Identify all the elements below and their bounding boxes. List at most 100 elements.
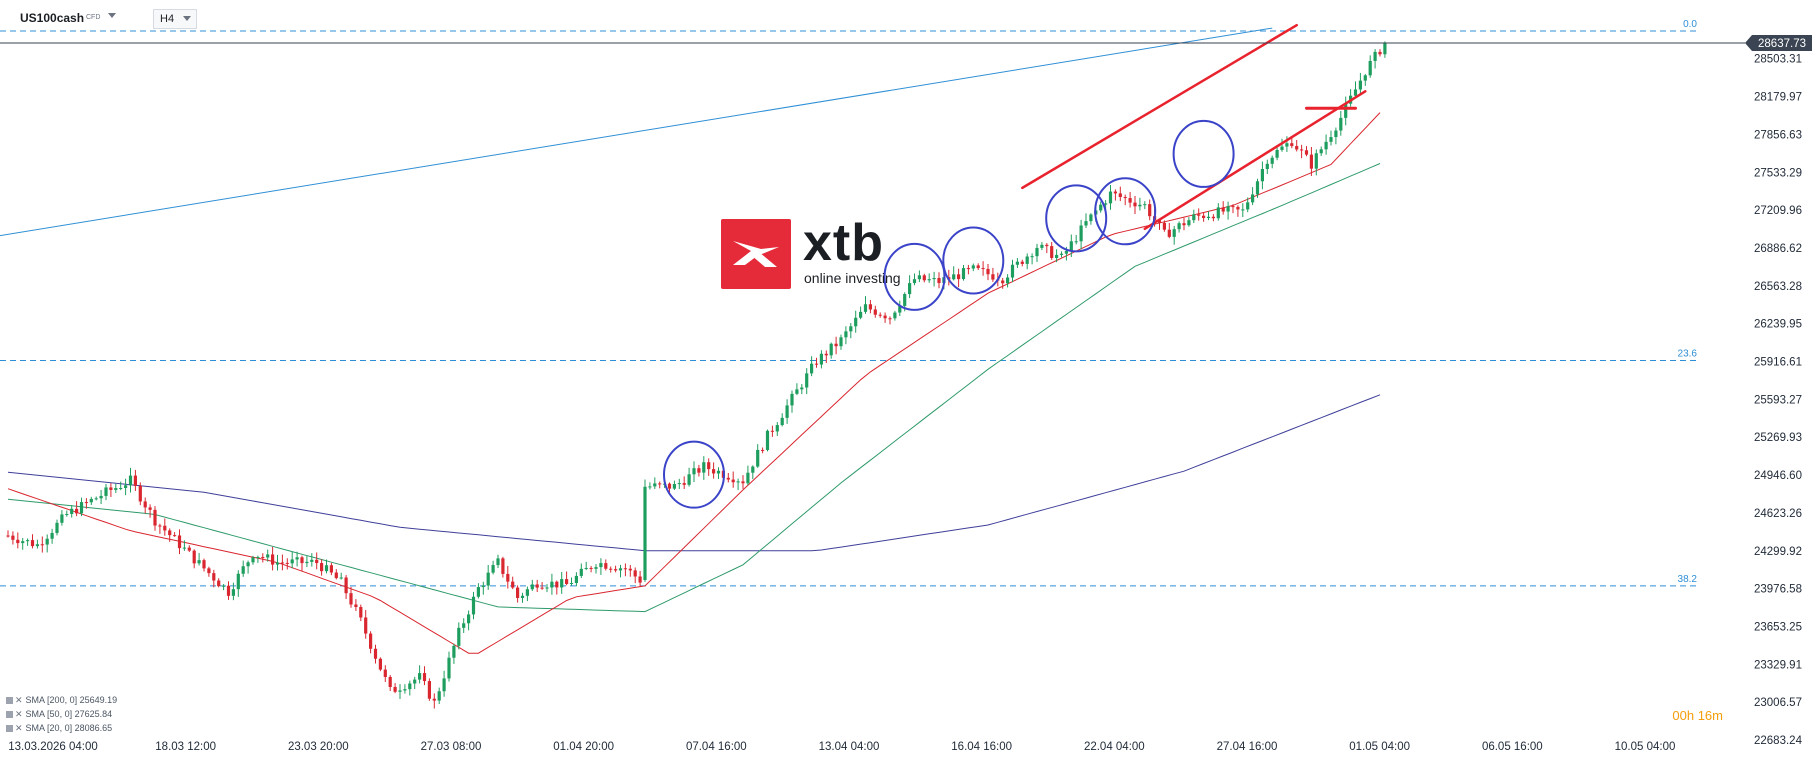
candle[interactable] <box>952 266 956 281</box>
candle[interactable] <box>908 275 912 299</box>
candle-body[interactable] <box>50 532 54 539</box>
candle[interactable] <box>1309 146 1313 176</box>
candle-body[interactable] <box>1358 80 1362 90</box>
candle-body[interactable] <box>540 587 544 589</box>
candle[interactable] <box>481 581 485 595</box>
candle-body[interactable] <box>1236 206 1240 210</box>
candle[interactable] <box>1059 251 1064 258</box>
candle[interactable] <box>369 631 373 654</box>
candle[interactable] <box>1089 213 1093 225</box>
candle-body[interactable] <box>506 573 510 582</box>
candle-body[interactable] <box>388 676 392 688</box>
candle[interactable] <box>898 300 902 317</box>
candle[interactable] <box>1143 201 1147 210</box>
candle[interactable] <box>128 467 133 493</box>
candle[interactable] <box>761 447 765 454</box>
candle-body[interactable] <box>937 278 941 284</box>
candle-body[interactable] <box>614 569 618 571</box>
candle-body[interactable] <box>320 563 324 572</box>
candle[interactable] <box>177 529 182 555</box>
candle-body[interactable] <box>565 579 569 584</box>
candle-body[interactable] <box>1030 256 1034 258</box>
candle-body[interactable] <box>917 275 921 280</box>
candle[interactable] <box>1216 203 1220 221</box>
candle[interactable] <box>168 528 172 542</box>
candle[interactable] <box>1040 242 1044 251</box>
candle-body[interactable] <box>555 581 559 588</box>
candle[interactable] <box>471 591 476 620</box>
candle-body[interactable] <box>290 559 294 564</box>
candle-body[interactable] <box>731 479 735 483</box>
candle-body[interactable] <box>1285 143 1289 147</box>
candle-body[interactable] <box>104 487 108 496</box>
candle-body[interactable] <box>168 530 172 536</box>
candle-body[interactable] <box>119 487 123 489</box>
candle-body[interactable] <box>55 522 59 533</box>
candle-body[interactable] <box>751 466 755 473</box>
candle[interactable] <box>222 583 226 591</box>
candle-body[interactable] <box>756 449 760 467</box>
candle-body[interactable] <box>148 507 152 510</box>
candle-body[interactable] <box>138 485 142 502</box>
candle-body[interactable] <box>16 539 20 544</box>
candle-body[interactable] <box>912 279 917 284</box>
candle[interactable] <box>1010 259 1015 283</box>
candle[interactable] <box>1069 234 1073 258</box>
candle-body[interactable] <box>1064 250 1068 254</box>
candle-body[interactable] <box>844 331 848 338</box>
candle-body[interactable] <box>795 389 799 394</box>
candle[interactable] <box>1084 213 1088 228</box>
candle-body[interactable] <box>1206 216 1211 218</box>
candle[interactable] <box>1006 274 1010 288</box>
candle[interactable] <box>1344 96 1348 126</box>
candle[interactable] <box>467 610 471 631</box>
candle[interactable] <box>457 622 461 650</box>
candle-body[interactable] <box>687 474 691 485</box>
candle[interactable] <box>1353 81 1358 97</box>
candle-body[interactable] <box>418 673 422 680</box>
candle[interactable] <box>408 680 412 696</box>
candle-body[interactable] <box>893 312 897 319</box>
candle-body[interactable] <box>1006 277 1010 284</box>
candle[interactable] <box>16 532 20 549</box>
candle-body[interactable] <box>26 540 30 542</box>
candle[interactable] <box>1368 55 1372 78</box>
candle-body[interactable] <box>648 486 652 488</box>
candle-body[interactable] <box>594 567 598 569</box>
candle[interactable] <box>819 350 823 369</box>
candle-body[interactable] <box>226 585 231 596</box>
candle-body[interactable] <box>84 502 88 504</box>
candle[interactable] <box>873 305 877 318</box>
candle[interactable] <box>824 350 828 363</box>
candle-body[interactable] <box>476 587 480 597</box>
candle[interactable] <box>114 483 118 493</box>
candle-body[interactable] <box>1035 247 1039 257</box>
candle[interactable] <box>589 565 593 573</box>
candle[interactable] <box>290 551 294 569</box>
candle[interactable] <box>501 556 505 578</box>
candle-body[interactable] <box>1241 209 1245 211</box>
candle-body[interactable] <box>1275 149 1279 158</box>
candle[interactable] <box>6 530 10 538</box>
candle[interactable] <box>1133 195 1137 214</box>
candle[interactable] <box>854 310 858 333</box>
candle[interactable] <box>476 583 480 599</box>
candle-body[interactable] <box>467 614 471 624</box>
candle[interactable] <box>192 549 196 569</box>
candle[interactable] <box>226 581 231 600</box>
candle[interactable] <box>1280 138 1284 152</box>
candle-body[interactable] <box>805 373 809 388</box>
candle-body[interactable] <box>1143 204 1147 206</box>
candle[interactable] <box>623 563 627 577</box>
candle-body[interactable] <box>1368 60 1372 76</box>
candle-body[interactable] <box>378 658 382 670</box>
candle-body[interactable] <box>1089 214 1093 222</box>
candle-body[interactable] <box>1221 207 1225 212</box>
candle[interactable] <box>305 556 309 568</box>
candle-body[interactable] <box>1290 143 1294 147</box>
candle-body[interactable] <box>1334 130 1338 138</box>
candle[interactable] <box>40 536 44 553</box>
candle[interactable] <box>643 479 647 582</box>
candle[interactable] <box>790 390 794 413</box>
